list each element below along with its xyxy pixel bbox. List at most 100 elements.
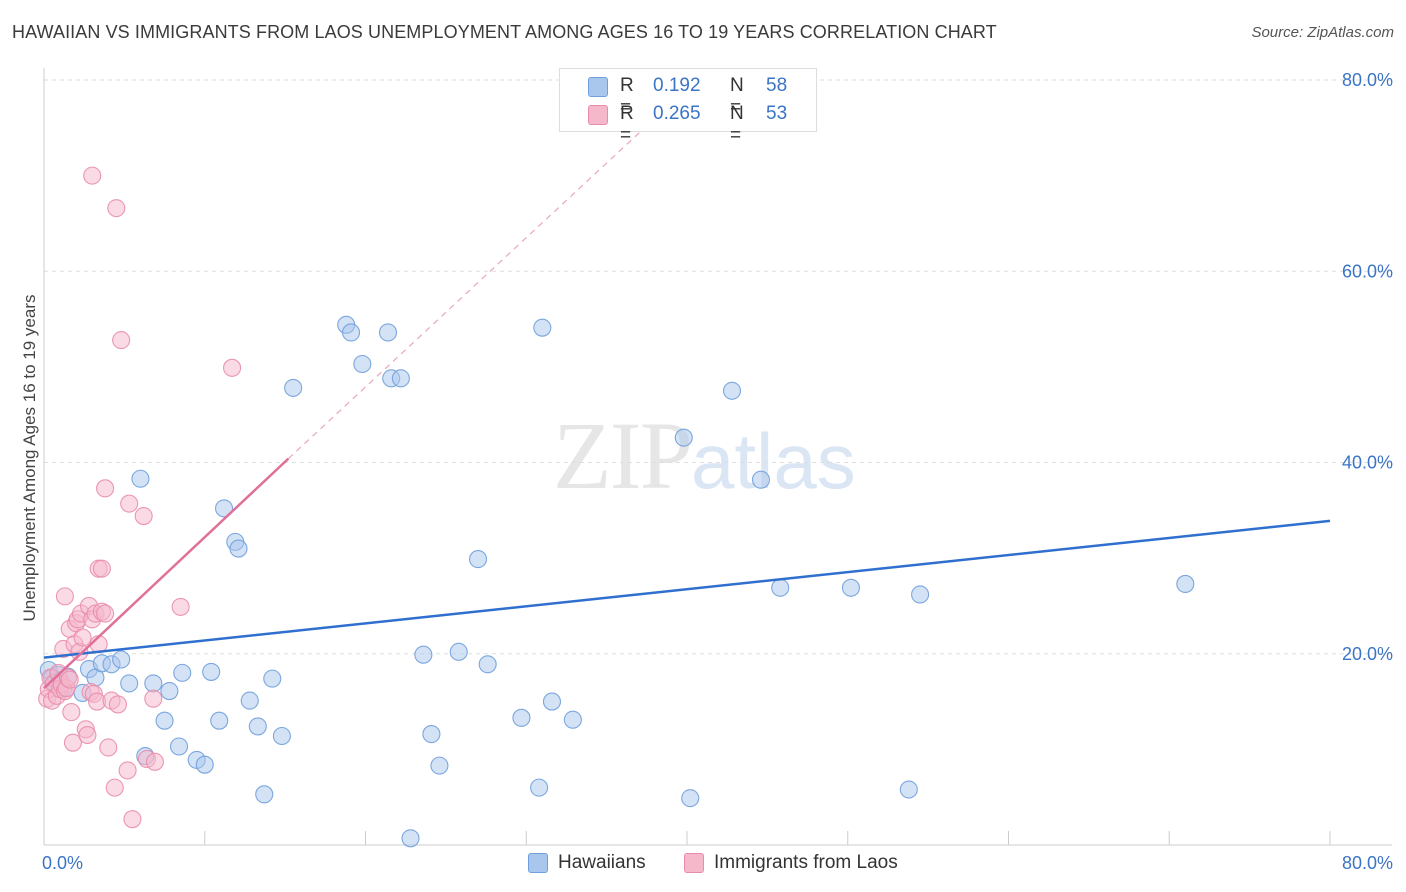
hawaiians-n-label: N =	[730, 75, 744, 118]
laos-point-42	[83, 166, 102, 185]
laos-swatch	[588, 105, 608, 125]
hawaiians-point-50	[542, 692, 562, 711]
laos-point-40	[105, 778, 124, 797]
grid-lines	[44, 79, 1392, 655]
hawaiians-point-19	[169, 737, 189, 756]
x-tick-label-min: 0.0%	[42, 853, 83, 873]
hawaiians-point-23	[202, 662, 221, 681]
hawaiians-point-17	[155, 711, 174, 730]
laos-point-23	[73, 628, 92, 647]
laos-point-47	[123, 810, 142, 829]
hawaiians-point-41	[414, 645, 433, 664]
hawaiians-point-28	[240, 691, 259, 710]
source-label: Source: ZipAtlas.com	[1251, 24, 1394, 41]
hawaiians-point-18	[160, 681, 179, 701]
hawaiians-n-value: 58	[766, 75, 788, 96]
hawaiians-point-31	[263, 669, 282, 688]
laos-point-46	[120, 494, 139, 513]
laos-legend-label: Immigrants from Laos	[714, 852, 898, 873]
x-tick-label-max: 80.0%	[1342, 853, 1393, 873]
hawaiians-point-12	[112, 650, 131, 669]
hawaiians-point-29	[248, 717, 267, 736]
hawaiians-point-51	[563, 710, 582, 729]
y-tick-label-60: 60.0%	[1342, 261, 1393, 281]
watermark-atlas: atlas	[691, 417, 856, 505]
hawaiians-swatch	[588, 77, 608, 97]
hawaiians-point-49	[533, 318, 552, 337]
hawaiians-point-24	[210, 711, 229, 730]
tick-labels: 20.0% 40.0% 60.0% 80.0% 0.0% 80.0%	[42, 70, 1393, 873]
hawaiians-point-46	[478, 655, 497, 674]
hawaiians-point-39	[391, 369, 410, 388]
laos-point-43	[107, 199, 126, 218]
hawaiians-point-30	[255, 785, 274, 804]
hawaiians-trend-line	[43, 519, 1331, 659]
laos-point-25	[78, 725, 97, 745]
chart-title: HAWAIIAN VS IMMIGRANTS FROM LAOS UNEMPLO…	[12, 22, 997, 42]
hawaiians-point-13	[120, 674, 139, 693]
hawaiians-point-16	[144, 674, 163, 693]
zipatlas-watermark: ZIPatlas	[553, 400, 856, 511]
hawaiians-point-57	[841, 578, 861, 597]
laos-r-label: R =	[620, 103, 634, 146]
watermark-zip: ZIP	[553, 402, 693, 509]
hawaiians-legend-label: Hawaiians	[558, 852, 646, 873]
hawaiians-point-43	[430, 756, 449, 775]
laos-point-37	[96, 479, 115, 498]
hawaiians-point-60	[1176, 574, 1195, 593]
laos-trend-line	[43, 457, 290, 690]
hawaiians-point-40	[401, 829, 420, 848]
laos-point-36	[96, 604, 115, 623]
laos-point-48	[134, 506, 153, 526]
hawaiians-point-32	[272, 726, 291, 746]
hawaiians-point-44	[449, 642, 468, 661]
hawaiians-point-54	[722, 381, 742, 400]
hawaiians-point-35	[341, 323, 361, 342]
laos-point-44	[112, 331, 131, 350]
hawaiians-point-55	[751, 470, 770, 489]
correlation-legend: R = 0.192 N = 58 R = 0.265 N = 53	[559, 68, 817, 146]
hawaiians-point-14	[131, 469, 150, 488]
trend-lines	[43, 117, 1331, 690]
laos-point-13	[60, 670, 79, 689]
hawaiians-point-33	[284, 378, 303, 397]
laos-point-17	[63, 733, 82, 752]
hawaiians-legend-swatch	[528, 853, 548, 873]
laos-point-51	[145, 752, 164, 771]
laos-point-14	[55, 587, 74, 606]
laos-trend-extension	[287, 117, 656, 460]
laos-n-value: 53	[766, 103, 788, 124]
hawaiians-point-25	[214, 499, 234, 518]
laos-point-52	[171, 597, 190, 616]
laos-point-34	[92, 559, 111, 578]
hawaiians-points	[39, 315, 1195, 848]
hawaiians-point-37	[378, 323, 398, 342]
laos-point-45	[118, 761, 137, 780]
laos-legend-swatch	[684, 853, 704, 873]
hawaiians-point-27	[229, 539, 248, 558]
y-tick-label-40: 40.0%	[1342, 453, 1393, 473]
hawaiians-point-48	[530, 778, 549, 797]
hawaiians-point-56	[771, 578, 790, 597]
hawaiians-point-53	[681, 789, 700, 808]
laos-n-label: N =	[730, 103, 744, 146]
laos-point-50	[144, 689, 163, 708]
hawaiians-point-58	[899, 780, 918, 799]
axes	[43, 68, 1392, 846]
hawaiians-point-45	[468, 550, 488, 569]
hawaiians-point-20	[173, 663, 192, 682]
hawaiians-point-22	[195, 755, 214, 774]
hawaiians-r-value: 0.192	[653, 75, 701, 96]
laos-r-value: 0.265	[653, 103, 701, 124]
hawaiians-point-47	[512, 708, 531, 727]
y-tick-label-80: 80.0%	[1342, 70, 1393, 90]
hawaiians-r-label: R =	[620, 75, 634, 118]
laos-point-41	[108, 695, 127, 714]
laos-point-16	[62, 703, 81, 722]
laos-points	[38, 166, 242, 829]
hawaiians-point-36	[353, 354, 372, 374]
hawaiians-point-59	[911, 585, 930, 604]
laos-point-53	[223, 358, 242, 377]
y-tick-label-20: 20.0%	[1342, 644, 1393, 664]
hawaiians-point-42	[422, 725, 441, 744]
